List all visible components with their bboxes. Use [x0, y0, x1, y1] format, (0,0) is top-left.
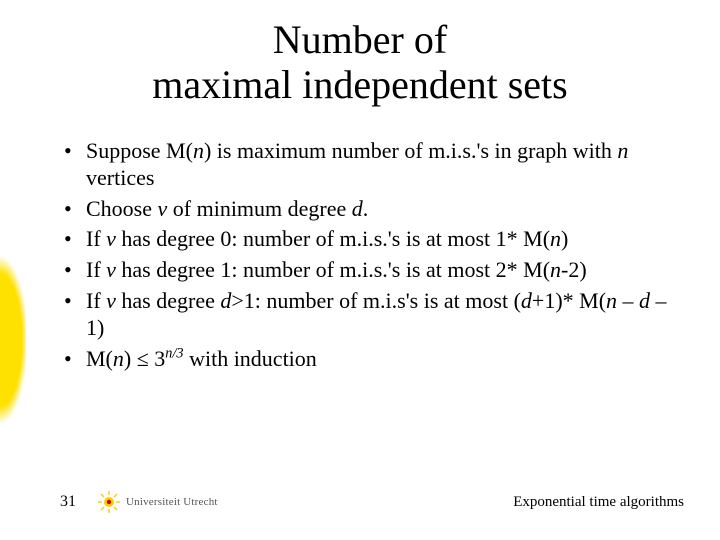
var: n [617, 138, 628, 163]
var: n [193, 138, 204, 163]
logo-text: Universiteit Utrecht [126, 496, 218, 508]
title-line-1: Number of [273, 17, 447, 62]
slide-body: Suppose M(n) is maximum number of m.i.s.… [60, 138, 680, 377]
text: If [86, 226, 106, 251]
var: n [113, 346, 124, 371]
var: v [106, 226, 116, 251]
text: ) ≤ 3 [124, 346, 165, 371]
bullet-item: Choose v of minimum degree d. [60, 196, 680, 223]
text: >1: number of m.i.s's is at most ( [231, 288, 521, 313]
text: has degree 0: number of m.i.s.'s is at m… [116, 226, 550, 251]
text: with induction [184, 346, 317, 371]
var: d [352, 196, 363, 221]
bullet-item: If v has degree d>1: number of m.i.s's i… [60, 288, 680, 342]
bullet-item: M(n) ≤ 3n/3 with induction [60, 346, 680, 373]
var: n [550, 257, 561, 282]
text: has degree 1: number of m.i.s.'s is at m… [116, 257, 550, 282]
var: d [220, 288, 231, 313]
var: n [606, 288, 617, 313]
bullet-item: If v has degree 1: number of m.i.s.'s is… [60, 257, 680, 284]
bullet-item: Suppose M(n) is maximum number of m.i.s.… [60, 138, 680, 192]
var: v [106, 257, 116, 282]
bullet-list: Suppose M(n) is maximum number of m.i.s.… [60, 138, 680, 373]
var: d [639, 288, 650, 313]
university-logo: Universiteit Utrecht [98, 491, 218, 513]
footer-left: 31 Universiteit Utr [60, 491, 218, 513]
var: n [550, 226, 561, 251]
accent-shape [0, 240, 26, 440]
text: If [86, 257, 106, 282]
text: . [363, 196, 369, 221]
var: v [158, 196, 168, 221]
text: has degree [116, 288, 220, 313]
superscript: n/3 [165, 345, 183, 361]
text: ) is maximum number of m.i.s.'s in graph… [204, 138, 617, 163]
text: vertices [86, 165, 154, 190]
slide-footer: 31 Universiteit Utr [60, 488, 684, 516]
bullet-item: If v has degree 0: number of m.i.s.'s is… [60, 226, 680, 253]
slide: Number of maximal independent sets Suppo… [0, 0, 720, 540]
text: ) [561, 226, 568, 251]
var: v [106, 288, 116, 313]
text: Suppose M( [86, 138, 193, 163]
text: M( [86, 346, 113, 371]
text: If [86, 288, 106, 313]
text: -2) [561, 257, 587, 282]
text: – [617, 288, 639, 313]
slide-title: Number of maximal independent sets [0, 18, 720, 108]
page-number: 31 [60, 493, 76, 511]
footer-right: Exponential time algorithms [513, 494, 684, 511]
var: d [521, 288, 532, 313]
text: of minimum degree [167, 196, 352, 221]
sun-icon [98, 491, 120, 513]
text: +1)* M( [532, 288, 606, 313]
text: Choose [86, 196, 158, 221]
title-line-2: maximal independent sets [152, 62, 567, 107]
